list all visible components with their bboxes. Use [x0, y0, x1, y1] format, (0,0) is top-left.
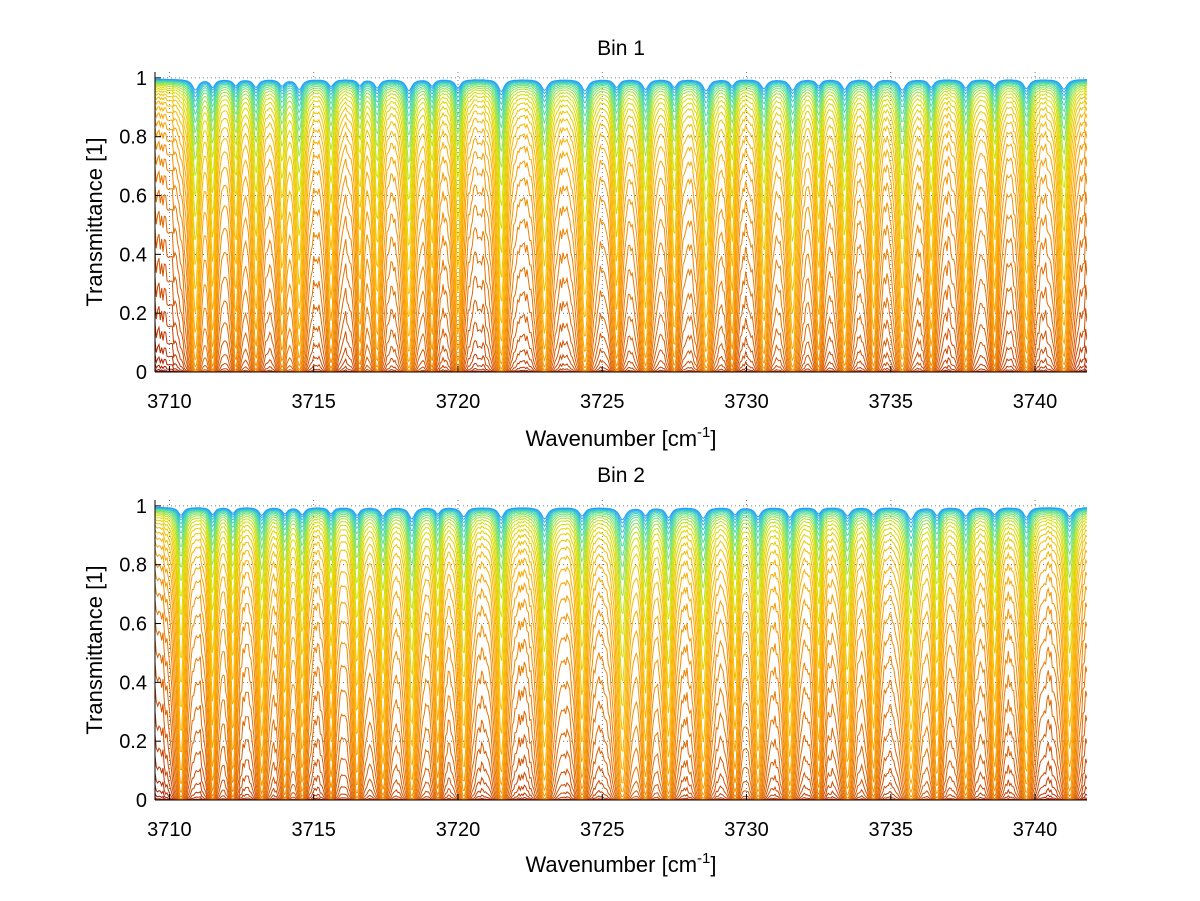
- y-tick-label: 0.2: [119, 731, 147, 753]
- y-tick-label: 1: [136, 68, 147, 90]
- x-tick-label: 3720: [436, 391, 481, 413]
- series-line: [155, 79, 1087, 106]
- y-tick-label: 0.4: [119, 672, 147, 694]
- series-line: [155, 516, 1087, 659]
- series-line: [155, 251, 1087, 372]
- series-line: [155, 510, 1087, 581]
- y-tick-label: 0.8: [119, 127, 147, 149]
- series-line: [155, 99, 1087, 324]
- y-tick-label: 0.6: [119, 186, 147, 208]
- series-line: [155, 508, 1087, 548]
- x-axis-label: Wavenumber [cm-1]: [525, 424, 716, 451]
- series-line: [155, 512, 1087, 615]
- y-tick-label: 1: [136, 496, 147, 518]
- series-line: [155, 204, 1087, 372]
- series-line: [155, 80, 1087, 120]
- x-tick-label: 3715: [291, 819, 336, 841]
- x-tick-label: 3730: [724, 819, 769, 841]
- y-tick-label: 0.4: [119, 244, 147, 266]
- y-tick-label: 0.6: [119, 614, 147, 636]
- series-line: [155, 514, 1087, 636]
- series-line: [155, 78, 1087, 93]
- bin-2-panel: 3710 3715 3720 3725 3730 3735 3740 0 0.2 0.4 0.6 0.…: [82, 464, 1087, 877]
- x-tick-label: 3720: [436, 819, 481, 841]
- x-axis-label-main: Wavenumber [cm: [525, 852, 697, 877]
- series-line: [155, 518, 1087, 683]
- series-line: [155, 558, 1087, 798]
- series-line: [155, 89, 1087, 253]
- series-line: [155, 507, 1087, 529]
- x-tick-label: 3710: [147, 391, 192, 413]
- series-line: [155, 521, 1087, 708]
- series-line: [155, 529, 1087, 753]
- x-axis-label-end: ]: [710, 426, 716, 451]
- y-axis-label: Transmittance [1]: [82, 565, 107, 734]
- series-line: [155, 80, 1087, 129]
- y-tick-label: 0.2: [119, 303, 147, 325]
- y-axis-label: Transmittance [1]: [82, 137, 107, 306]
- x-axis-label-end: ]: [710, 852, 716, 877]
- bin-1-panel: 3710 3715 3720 3725 3730 3735 3740 0 0.2 0.4 0.6 0.…: [82, 37, 1087, 451]
- x-axis-label-main: Wavenumber [cm: [525, 426, 697, 451]
- x-tick-label: 3715: [291, 391, 336, 413]
- series-line: [155, 509, 1087, 569]
- y-tick-label: 0.8: [119, 555, 147, 577]
- x-tick-label: 3735: [869, 391, 914, 413]
- series-line: [155, 85, 1087, 206]
- series-line: [155, 79, 1087, 100]
- series-line: [155, 321, 1087, 372]
- x-tick-label: 3740: [1013, 819, 1058, 841]
- x-tick-label: 3735: [869, 819, 914, 841]
- series-line: [155, 507, 1087, 534]
- series-line: [155, 524, 1087, 731]
- series-line: [155, 639, 1087, 800]
- series-group: [155, 506, 1087, 800]
- x-axis-label: Wavenumber [cm-1]: [525, 850, 716, 877]
- series-line: [155, 548, 1087, 794]
- x-tick-label: 3730: [724, 391, 769, 413]
- x-axis-label-superscript: -1: [697, 424, 710, 441]
- series-line: [155, 151, 1087, 372]
- series-line: [155, 110, 1087, 357]
- series-line: [155, 508, 1087, 540]
- series-line: [155, 87, 1087, 229]
- series-line: [155, 79, 1087, 112]
- x-tick-label: 3740: [1013, 391, 1058, 413]
- y-tick-label: 0: [136, 790, 147, 812]
- series-line: [155, 78, 1087, 96]
- series-line: [155, 92, 1087, 278]
- series-line: [155, 166, 1087, 372]
- series-line: [155, 686, 1087, 800]
- series-line: [155, 127, 1087, 370]
- chart-title: Bin 2: [597, 464, 645, 487]
- chart-title: Bin 1: [597, 37, 645, 60]
- series-line: [155, 82, 1087, 152]
- series-line: [155, 755, 1087, 800]
- series-line: [155, 618, 1087, 800]
- series-line: [155, 509, 1087, 558]
- x-tick-label: 3710: [147, 819, 192, 841]
- y-tick-label: 0: [136, 362, 147, 384]
- series-line: [155, 83, 1087, 168]
- series-line: [155, 81, 1087, 141]
- series-line: [155, 95, 1087, 302]
- series-line: [155, 104, 1087, 342]
- series-line: [155, 534, 1087, 771]
- series-line: [155, 506, 1087, 521]
- x-tick-label: 3725: [580, 819, 625, 841]
- series-line: [155, 661, 1087, 800]
- series-line: [155, 511, 1087, 597]
- series-line: [155, 569, 1087, 800]
- series-line: [155, 583, 1087, 800]
- x-axis-label-superscript: -1: [697, 850, 710, 867]
- series-line: [155, 118, 1087, 365]
- series-line: [155, 138, 1087, 372]
- series-line: [155, 227, 1087, 372]
- series-line: [155, 84, 1087, 186]
- x-tick-label: 3725: [580, 391, 625, 413]
- series-line: [155, 540, 1087, 786]
